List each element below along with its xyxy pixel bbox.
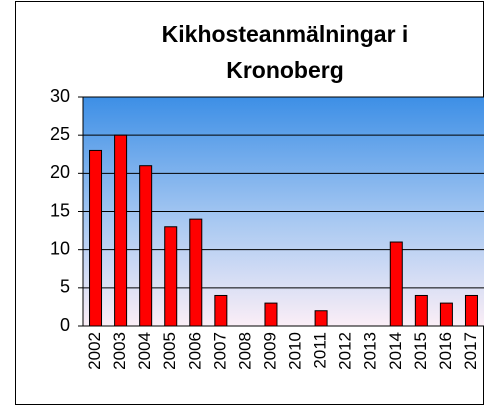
x-tick-label: 2009 xyxy=(260,332,279,370)
x-tick-label: 2011 xyxy=(311,332,330,369)
y-tick-label: 5 xyxy=(60,277,70,297)
x-tick-label: 2002 xyxy=(85,332,104,370)
bar xyxy=(464,294,478,327)
bar xyxy=(389,241,403,327)
bar xyxy=(214,294,228,327)
chart-title: Kikhosteanmälningar i xyxy=(162,21,409,47)
y-tick-label: 10 xyxy=(50,238,70,258)
x-tick-label: 2017 xyxy=(461,332,480,370)
chart-title: Kronoberg xyxy=(226,57,344,83)
y-tick-label: 30 xyxy=(50,86,70,106)
x-tick-label: 2006 xyxy=(185,332,204,370)
x-tick-label: 2014 xyxy=(386,332,405,370)
y-tick-label: 25 xyxy=(50,124,70,144)
bar xyxy=(114,134,128,327)
y-tick-label: 15 xyxy=(50,200,70,220)
x-tick-label: 2004 xyxy=(135,332,154,370)
bar xyxy=(264,302,278,327)
x-tick-label: 2010 xyxy=(286,332,305,370)
x-tick-label: 2016 xyxy=(436,332,455,370)
x-tick-label: 2012 xyxy=(336,332,355,370)
x-tick-label: 2015 xyxy=(411,332,430,370)
bar xyxy=(439,302,453,327)
x-tick-label: 2003 xyxy=(110,332,129,370)
x-tick-label: 2005 xyxy=(160,332,179,370)
y-tick-label: 20 xyxy=(50,162,70,182)
bar xyxy=(164,226,178,327)
bar xyxy=(189,218,203,327)
bar xyxy=(414,294,428,327)
x-tick-label: 2007 xyxy=(210,332,229,370)
y-tick-label: 0 xyxy=(60,315,70,335)
bar xyxy=(89,149,103,327)
x-tick-label: 2013 xyxy=(361,332,380,370)
x-tick-label: 2008 xyxy=(235,332,254,370)
bar xyxy=(139,165,153,327)
bar xyxy=(314,310,328,327)
